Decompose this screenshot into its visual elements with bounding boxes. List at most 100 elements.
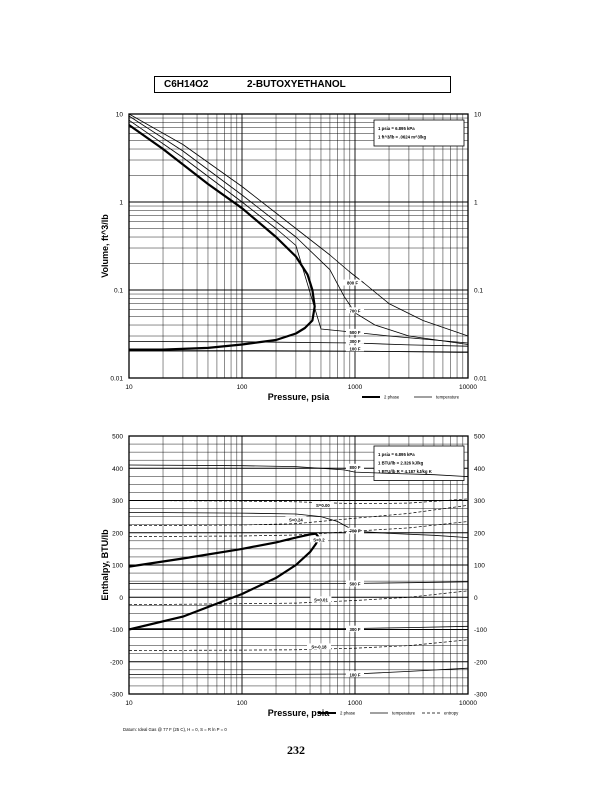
- chart2-series-label: 800 F: [350, 465, 361, 470]
- chart2-series-label: S=0.24: [289, 517, 303, 522]
- chart2-y-tick-label-right: -200: [474, 659, 487, 666]
- chart1-x-tick-label: 10000: [459, 384, 477, 391]
- chart2-y-tick-label-left: 0: [119, 595, 123, 602]
- chart1-conversion-box: [373, 119, 465, 147]
- chart2-x-axis-title: Pressure, psia: [268, 708, 331, 718]
- chart2-y-tick-label-left: 400: [112, 466, 123, 473]
- chart2-series-2phase: [128, 532, 321, 631]
- chart1-y-tick-label-right: 0.1: [474, 288, 483, 295]
- chart1-conversion-text: 1 psia = 6.895 kPa: [378, 126, 415, 131]
- chart2-label-bg: [346, 671, 364, 678]
- chart2-y-tick-label-right: -300: [474, 692, 487, 699]
- chart2-y-tick-label-right: 300: [474, 498, 485, 505]
- chart2-conversion-text: 1 BTU/lb = 2.326 kJ/kg: [378, 461, 424, 466]
- chart2-conversion-box: [373, 445, 465, 481]
- chart1-label-bg: [346, 307, 364, 314]
- chart2-legend-label: temperature: [392, 711, 416, 716]
- chart2-label-bg: [346, 527, 364, 534]
- chart2-y-tick-label-left: 100: [112, 563, 123, 570]
- chart2-y-tick-label-left: -100: [110, 627, 123, 634]
- chart2-series-label: S=-0.18: [311, 645, 327, 650]
- title-box: C6H14O2 2-BUTOXYETHANOL: [154, 76, 451, 93]
- chart2-label-bg: [346, 625, 364, 632]
- chart2-conversion-text: 1 psia = 6.895 kPa: [378, 452, 415, 457]
- chart2-x-tick-label: 10000: [459, 700, 477, 707]
- chart2-y-tick-label-right: 0: [474, 595, 478, 602]
- chart1-y-tick-label-right: 0.01: [474, 376, 487, 383]
- chart2-series-temperature-300F: [129, 625, 469, 629]
- chart1-label-bg: [346, 337, 364, 344]
- chart2-series-temperature-100F: [129, 667, 469, 675]
- chart1-y-tick-label-left: 1: [119, 200, 123, 207]
- chart2-x-tick-label: 10: [125, 700, 133, 707]
- chart1-legend-label: temperature: [436, 395, 460, 400]
- page-number: 232: [287, 743, 305, 757]
- chart1-label-bg: [346, 345, 364, 352]
- chart2-label-bg: [310, 596, 332, 603]
- chart1-series-2phase: [128, 124, 316, 351]
- chart2-label-bg: [346, 463, 364, 470]
- chart1-series-label: 500 F: [350, 330, 361, 335]
- chart2-y-tick-label-right: 200: [474, 530, 485, 537]
- chart2-series-entropy-S-0.18: [128, 639, 469, 651]
- chart2-x-tick-label: 1000: [348, 700, 363, 707]
- chart1-series-temperature-800F: [128, 113, 469, 337]
- chart2-y-tick-label-right: 400: [474, 466, 485, 473]
- chart2-legend-label: 2 phase: [340, 711, 356, 716]
- chart2-series-label: S=0.01: [314, 597, 328, 602]
- chart2-series-label: 300 F: [350, 627, 361, 632]
- chart2-series-temperature-700F: [128, 512, 469, 538]
- chart1-x-tick-label: 10: [125, 384, 133, 391]
- chart1-series-label: 100 F: [350, 346, 361, 351]
- chart2-label-bg: [312, 501, 334, 508]
- chart2-y-tick-label-right: 500: [474, 434, 485, 441]
- chart2-label-bg: [309, 536, 328, 543]
- compound-name: 2-BUTOXYETHANOL: [247, 79, 346, 90]
- chart2-y-tick-label-left: -300: [110, 692, 123, 699]
- chart2-plot-frame: [128, 435, 469, 695]
- chart2-label-bg: [285, 516, 307, 523]
- chart1-label-bg: [343, 279, 362, 286]
- chart2-y-tick-label-left: -200: [110, 659, 123, 666]
- chart2-y-tick-label-left: 200: [112, 530, 123, 537]
- chart1-x-axis-title: Pressure, psia: [268, 392, 331, 402]
- chart2-series-entropy-S0.00: [128, 498, 469, 505]
- chart1-plot-frame: [128, 113, 469, 379]
- chart1-series-label: 300 F: [350, 339, 361, 344]
- chart2-series-label: S=0.00: [316, 503, 330, 508]
- compound-formula: C6H14O2: [164, 79, 209, 90]
- chart1-x-tick-label: 100: [237, 384, 248, 391]
- chart1-label-bg: [346, 328, 364, 335]
- chart2-conversion-text: 1 BTU/lb R = 4.187 kJ/kg K: [378, 469, 433, 474]
- chart1-conversion-text: 1 ft^3/lb = .0624 m^3/kg: [378, 135, 427, 140]
- chart2-y-tick-label-left: 500: [112, 434, 123, 441]
- chart1-series-label: 800 F: [347, 281, 358, 286]
- chart2-label-bg: [346, 580, 364, 587]
- chart1-x-tick-label: 1000: [348, 384, 363, 391]
- chart1-y-tick-label-left: 0.01: [110, 376, 123, 383]
- chart1-y-tick-label-left: 10: [116, 112, 124, 119]
- chart2-series-entropy-S0.01: [128, 590, 469, 606]
- chart1-series-temperature-500F: [128, 119, 469, 344]
- chart2-y-tick-label-right: -100: [474, 627, 487, 634]
- chart2-y-axis-title: Enthalpy, BTU/lb: [100, 529, 110, 601]
- chart2-series-entropy-S0.2: [128, 521, 469, 537]
- chart2-series-temperature-500F: [129, 581, 469, 584]
- chart2-series-label: 100 F: [350, 672, 361, 677]
- chart2-series-temperature-800F: [128, 464, 469, 477]
- chart2-series-entropy-S0.24: [128, 504, 469, 527]
- chart1-series-label: 700 F: [350, 308, 361, 313]
- chart2-legend-label: entropy: [444, 711, 459, 716]
- chart1-y-tick-label-left: 0.1: [114, 288, 123, 295]
- chart1-y-tick-label-right: 10: [474, 112, 482, 119]
- chart2-x-tick-label: 100: [237, 700, 248, 707]
- chart2-label-bg: [306, 643, 331, 650]
- chart1-legend-label: 2 phase: [384, 395, 400, 400]
- chart2-series-label: 500 F: [350, 582, 361, 587]
- chart1-series-temperature-300F: [128, 341, 469, 347]
- chart2-y-tick-label-left: 300: [112, 498, 123, 505]
- chart1-y-axis-title: Volume, ft^3/lb: [100, 214, 110, 278]
- chart1-y-tick-label-right: 1: [474, 200, 478, 207]
- chart2-series-label: S=0.2: [313, 537, 325, 542]
